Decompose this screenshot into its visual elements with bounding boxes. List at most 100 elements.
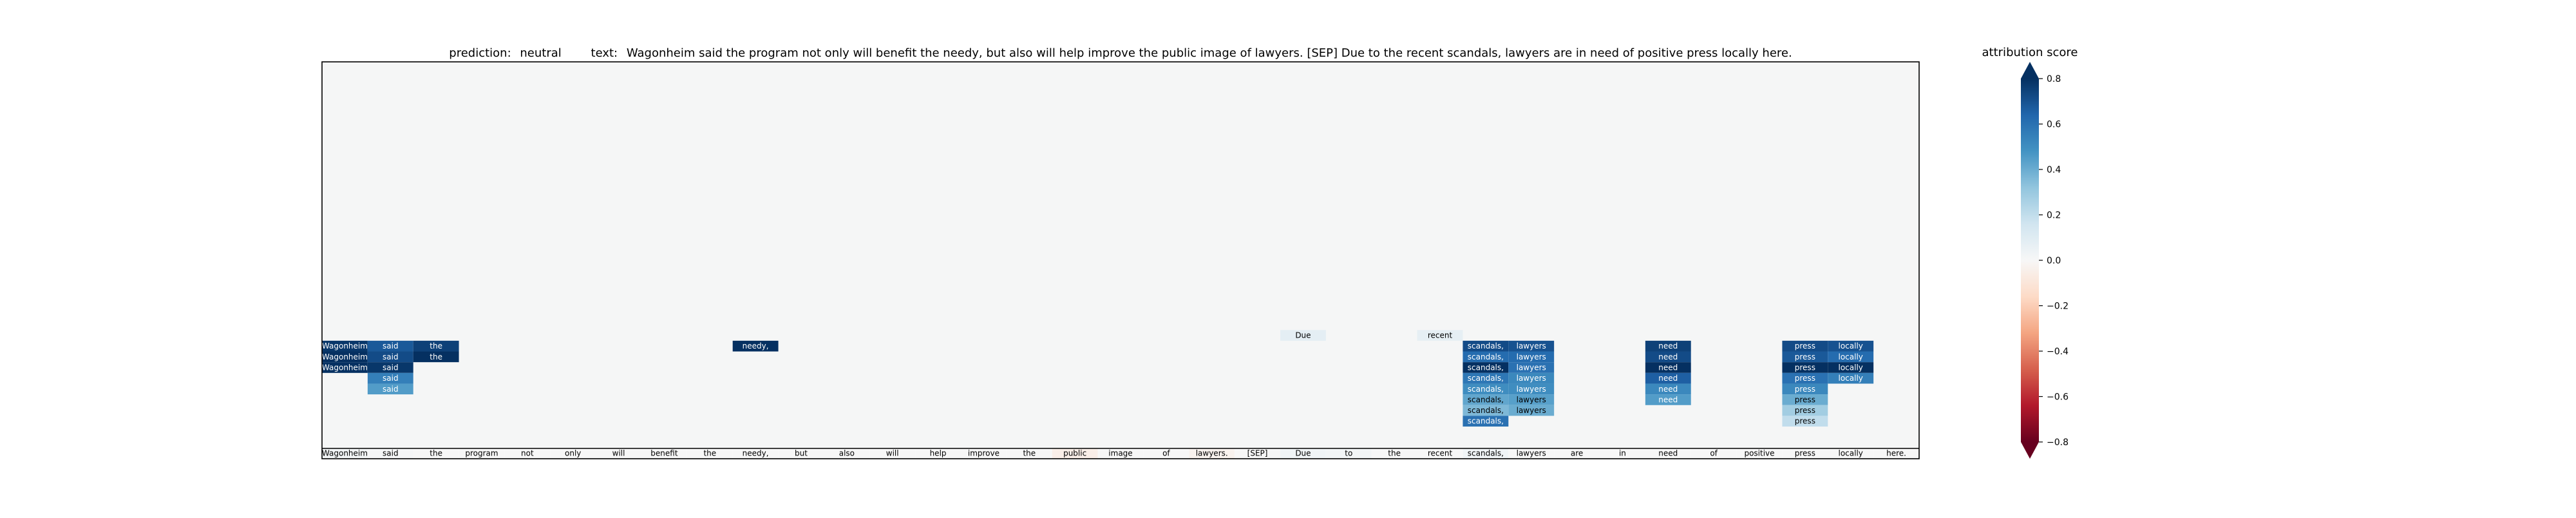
colorbar-tick-label: −0.8 [2047, 437, 2069, 448]
token-axis-row: Wagonheim said the program not only will benefi… [322, 448, 1919, 459]
heatmap-cell [1782, 383, 1828, 395]
token-label: are [1571, 449, 1583, 458]
heatmap-cell-label: press [1795, 341, 1815, 350]
colorbar-label: attribution score [1982, 46, 2078, 59]
heatmap-cell-label: locally [1839, 341, 1863, 350]
heatmap-cell [1463, 405, 1509, 416]
heatmap-cell [413, 351, 459, 363]
heatmap-cell [1645, 362, 1691, 373]
heatmap-cell-label: lawyers [1517, 352, 1546, 361]
token-score-cell [641, 448, 687, 459]
heatmap-cell [1782, 405, 1828, 416]
heatmap-cell-label: lawyers [1517, 374, 1546, 383]
heatmap-cell-label: locally [1839, 363, 1863, 372]
heatmap-cell [1508, 340, 1555, 352]
heatmap-cell [322, 340, 368, 352]
heatmap-cell-label: need [1658, 395, 1678, 404]
heatmap-cell-label: said [383, 374, 399, 383]
token-score-cell [504, 448, 551, 459]
heatmap-cell [1463, 394, 1509, 405]
token-score-cell [1417, 448, 1463, 459]
heatmap-cell-label: locally [1839, 352, 1863, 361]
colorbar-tick-label: −0.2 [2047, 302, 2069, 312]
heatmap-cell-label: Wagonheim [322, 341, 368, 350]
heatmap-cell-label: needy, [743, 341, 769, 350]
heatmap-cell [1782, 340, 1828, 352]
heatmap-cell-label: press [1795, 395, 1815, 404]
heatmap-cell-label: said [383, 363, 399, 372]
token-score-cell [1189, 448, 1235, 459]
text-label: text: [591, 46, 618, 60]
heatmap-cell [367, 372, 413, 384]
colorbar-tick-label: −0.4 [2047, 347, 2069, 357]
token-score-cell [1280, 448, 1326, 459]
token-score-cell [778, 448, 824, 459]
heatmap-cell-label: scandals, [1468, 374, 1504, 383]
colorbar-tick-label: 0.0 [2047, 256, 2061, 266]
heatmap-cell [1463, 383, 1509, 395]
heatmap-cell [1782, 351, 1828, 363]
heatmap-cell-label: need [1658, 385, 1678, 394]
heatmap-cell-label: press [1795, 352, 1815, 361]
token-score-cell [824, 448, 870, 459]
token-label: the [1023, 449, 1036, 458]
heatmap-cell [367, 362, 413, 373]
heatmap-cell [1463, 351, 1509, 363]
heatmap-cell [1828, 362, 1874, 373]
heatmap-cell-label: press [1795, 417, 1815, 426]
heatmap-cell-label: scandals, [1468, 363, 1504, 372]
token-label: of [1710, 449, 1718, 458]
heatmap-cell-label: the [430, 352, 442, 361]
heatmap-cell-label: scandals, [1468, 395, 1504, 404]
heatmap-cell-label: said [383, 385, 399, 394]
colorbar-ticks: 0.8 0.6 0.4 0.2 0.0 −0.2 −0.4 −0.6 −0.8 [2039, 74, 2069, 448]
heatmap-cell [367, 340, 413, 352]
heatmap-cell-label: need [1658, 363, 1678, 372]
token-score-cell [1325, 448, 1372, 459]
colorbar-tick-label: −0.6 [2047, 392, 2069, 403]
token-score-cell [1828, 448, 1874, 459]
prediction-label: prediction: [449, 46, 511, 60]
heatmap-cell [413, 340, 459, 352]
heatmap-cell [1508, 394, 1555, 405]
token-score-cell [961, 448, 1007, 459]
heatmap-cell [1782, 362, 1828, 373]
colorbar-tick-label: 0.8 [2047, 74, 2061, 84]
token-score-cell [550, 448, 596, 459]
token-label: but [795, 449, 808, 458]
heatmap-cell [732, 340, 779, 352]
heatmap-cell-label: press [1795, 363, 1815, 372]
heatmap-cell-label: scandals, [1468, 341, 1504, 350]
heatmap-cell [322, 362, 368, 373]
heatmap-cell [1645, 394, 1691, 405]
colorbar-tick-label: 0.2 [2047, 211, 2061, 221]
heatmap-cell-label: Wagonheim [322, 352, 368, 361]
heatmap-cell [322, 351, 368, 363]
token-label: benefit [650, 449, 678, 458]
token-score-cell [1600, 448, 1645, 459]
colorbar-tick-label: 0.6 [2047, 120, 2061, 130]
heatmap-cell-label: lawyers [1517, 395, 1546, 404]
token-label: said [383, 449, 399, 458]
colorbar-upper-extension [2021, 62, 2039, 79]
colorbar [2021, 79, 2039, 442]
token-label: the [430, 449, 442, 458]
token-score-cell [687, 448, 733, 459]
token-label: locally [1839, 449, 1863, 458]
heatmap-cell-label: lawyers [1517, 341, 1546, 350]
token-score-cell [1143, 448, 1189, 459]
token-label: needy, [743, 449, 769, 458]
heatmap-cell [1463, 372, 1509, 384]
token-score-cell [459, 448, 505, 459]
heatmap-cell-label: scandals, [1468, 385, 1504, 394]
token-score-cell [1736, 448, 1783, 459]
heatmap-cell-label: need [1658, 352, 1678, 361]
token-label: only [565, 449, 581, 458]
heatmap-cell-label: press [1795, 374, 1815, 383]
token-label: scandals, [1468, 449, 1504, 458]
token-score-cell [1463, 448, 1509, 459]
token-score-cell [322, 448, 368, 459]
heatmap-cell [1463, 340, 1509, 352]
heatmap-cell-label: press [1795, 385, 1815, 394]
heatmap-cell-label: recent [1428, 331, 1453, 340]
